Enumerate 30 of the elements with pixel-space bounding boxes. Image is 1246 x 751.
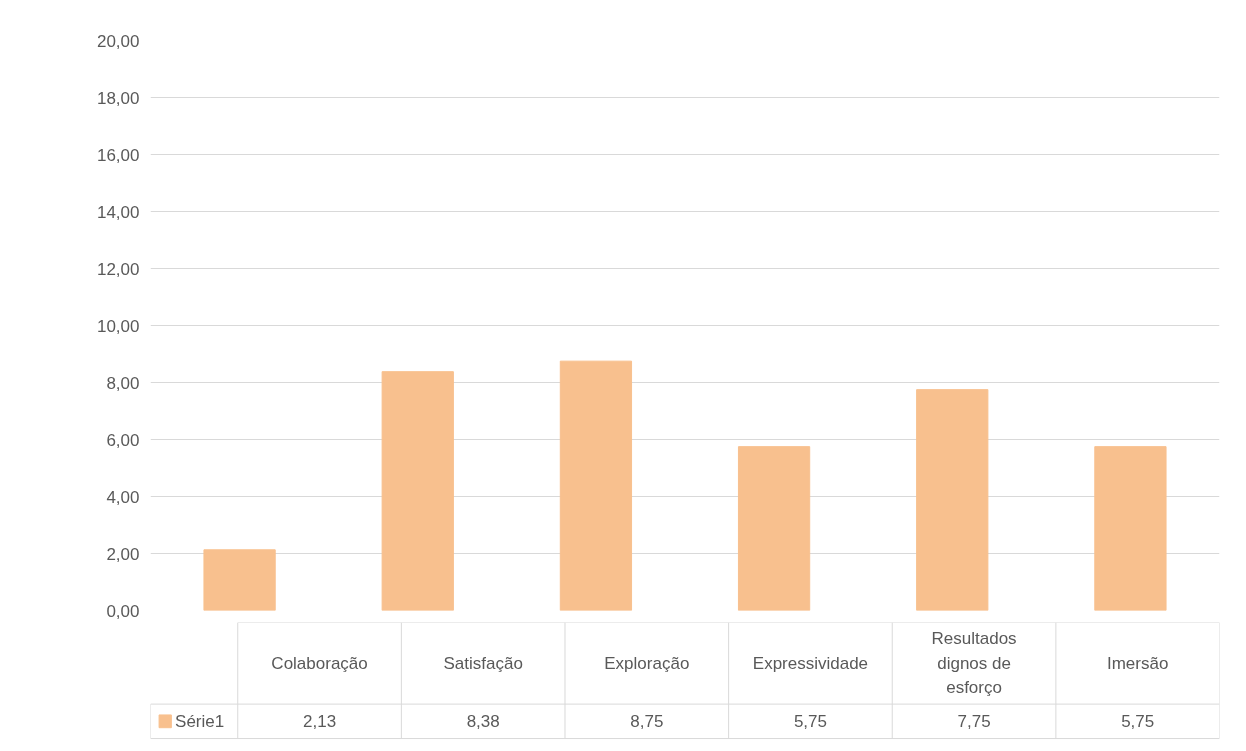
x-tick-label: Resultados dignos de esforço (931, 629, 1017, 698)
x-tick-label: Colaboração (271, 653, 368, 673)
y-tick-label: 8,00 (106, 373, 140, 393)
data-label: 5,75 (793, 712, 827, 732)
x-tick-label: Exploração (604, 653, 690, 673)
x-tick-label: Expressividade (752, 653, 869, 673)
x-tick-label: Imersão (1106, 653, 1169, 673)
data-label: 7,75 (957, 712, 991, 732)
data-label: 2,13 (303, 712, 337, 732)
y-tick-label: 12,00 (96, 259, 140, 279)
y-tick-label: 20,00 (96, 31, 140, 51)
y-tick-label: 4,00 (106, 487, 140, 507)
y-tick-label: 14,00 (96, 202, 140, 222)
legend-label: Série1 (175, 711, 225, 731)
bar (203, 549, 276, 611)
bar (381, 371, 454, 611)
x-tick-label: Satisfação (443, 653, 523, 673)
y-tick-label: 18,00 (96, 88, 140, 108)
bar (1094, 446, 1167, 611)
y-tick-label: 6,00 (106, 430, 140, 450)
y-tick-label: 2,00 (106, 544, 140, 564)
bar (559, 360, 633, 611)
data-label: 8,38 (466, 712, 500, 732)
data-label: 8,75 (630, 712, 664, 732)
data-label: 5,75 (1121, 712, 1155, 732)
y-tick-label: 16,00 (96, 145, 140, 165)
y-tick-label: 10,00 (96, 316, 140, 336)
bar (916, 389, 989, 611)
bar (737, 446, 811, 611)
y-tick-label: 0,00 (106, 601, 140, 621)
